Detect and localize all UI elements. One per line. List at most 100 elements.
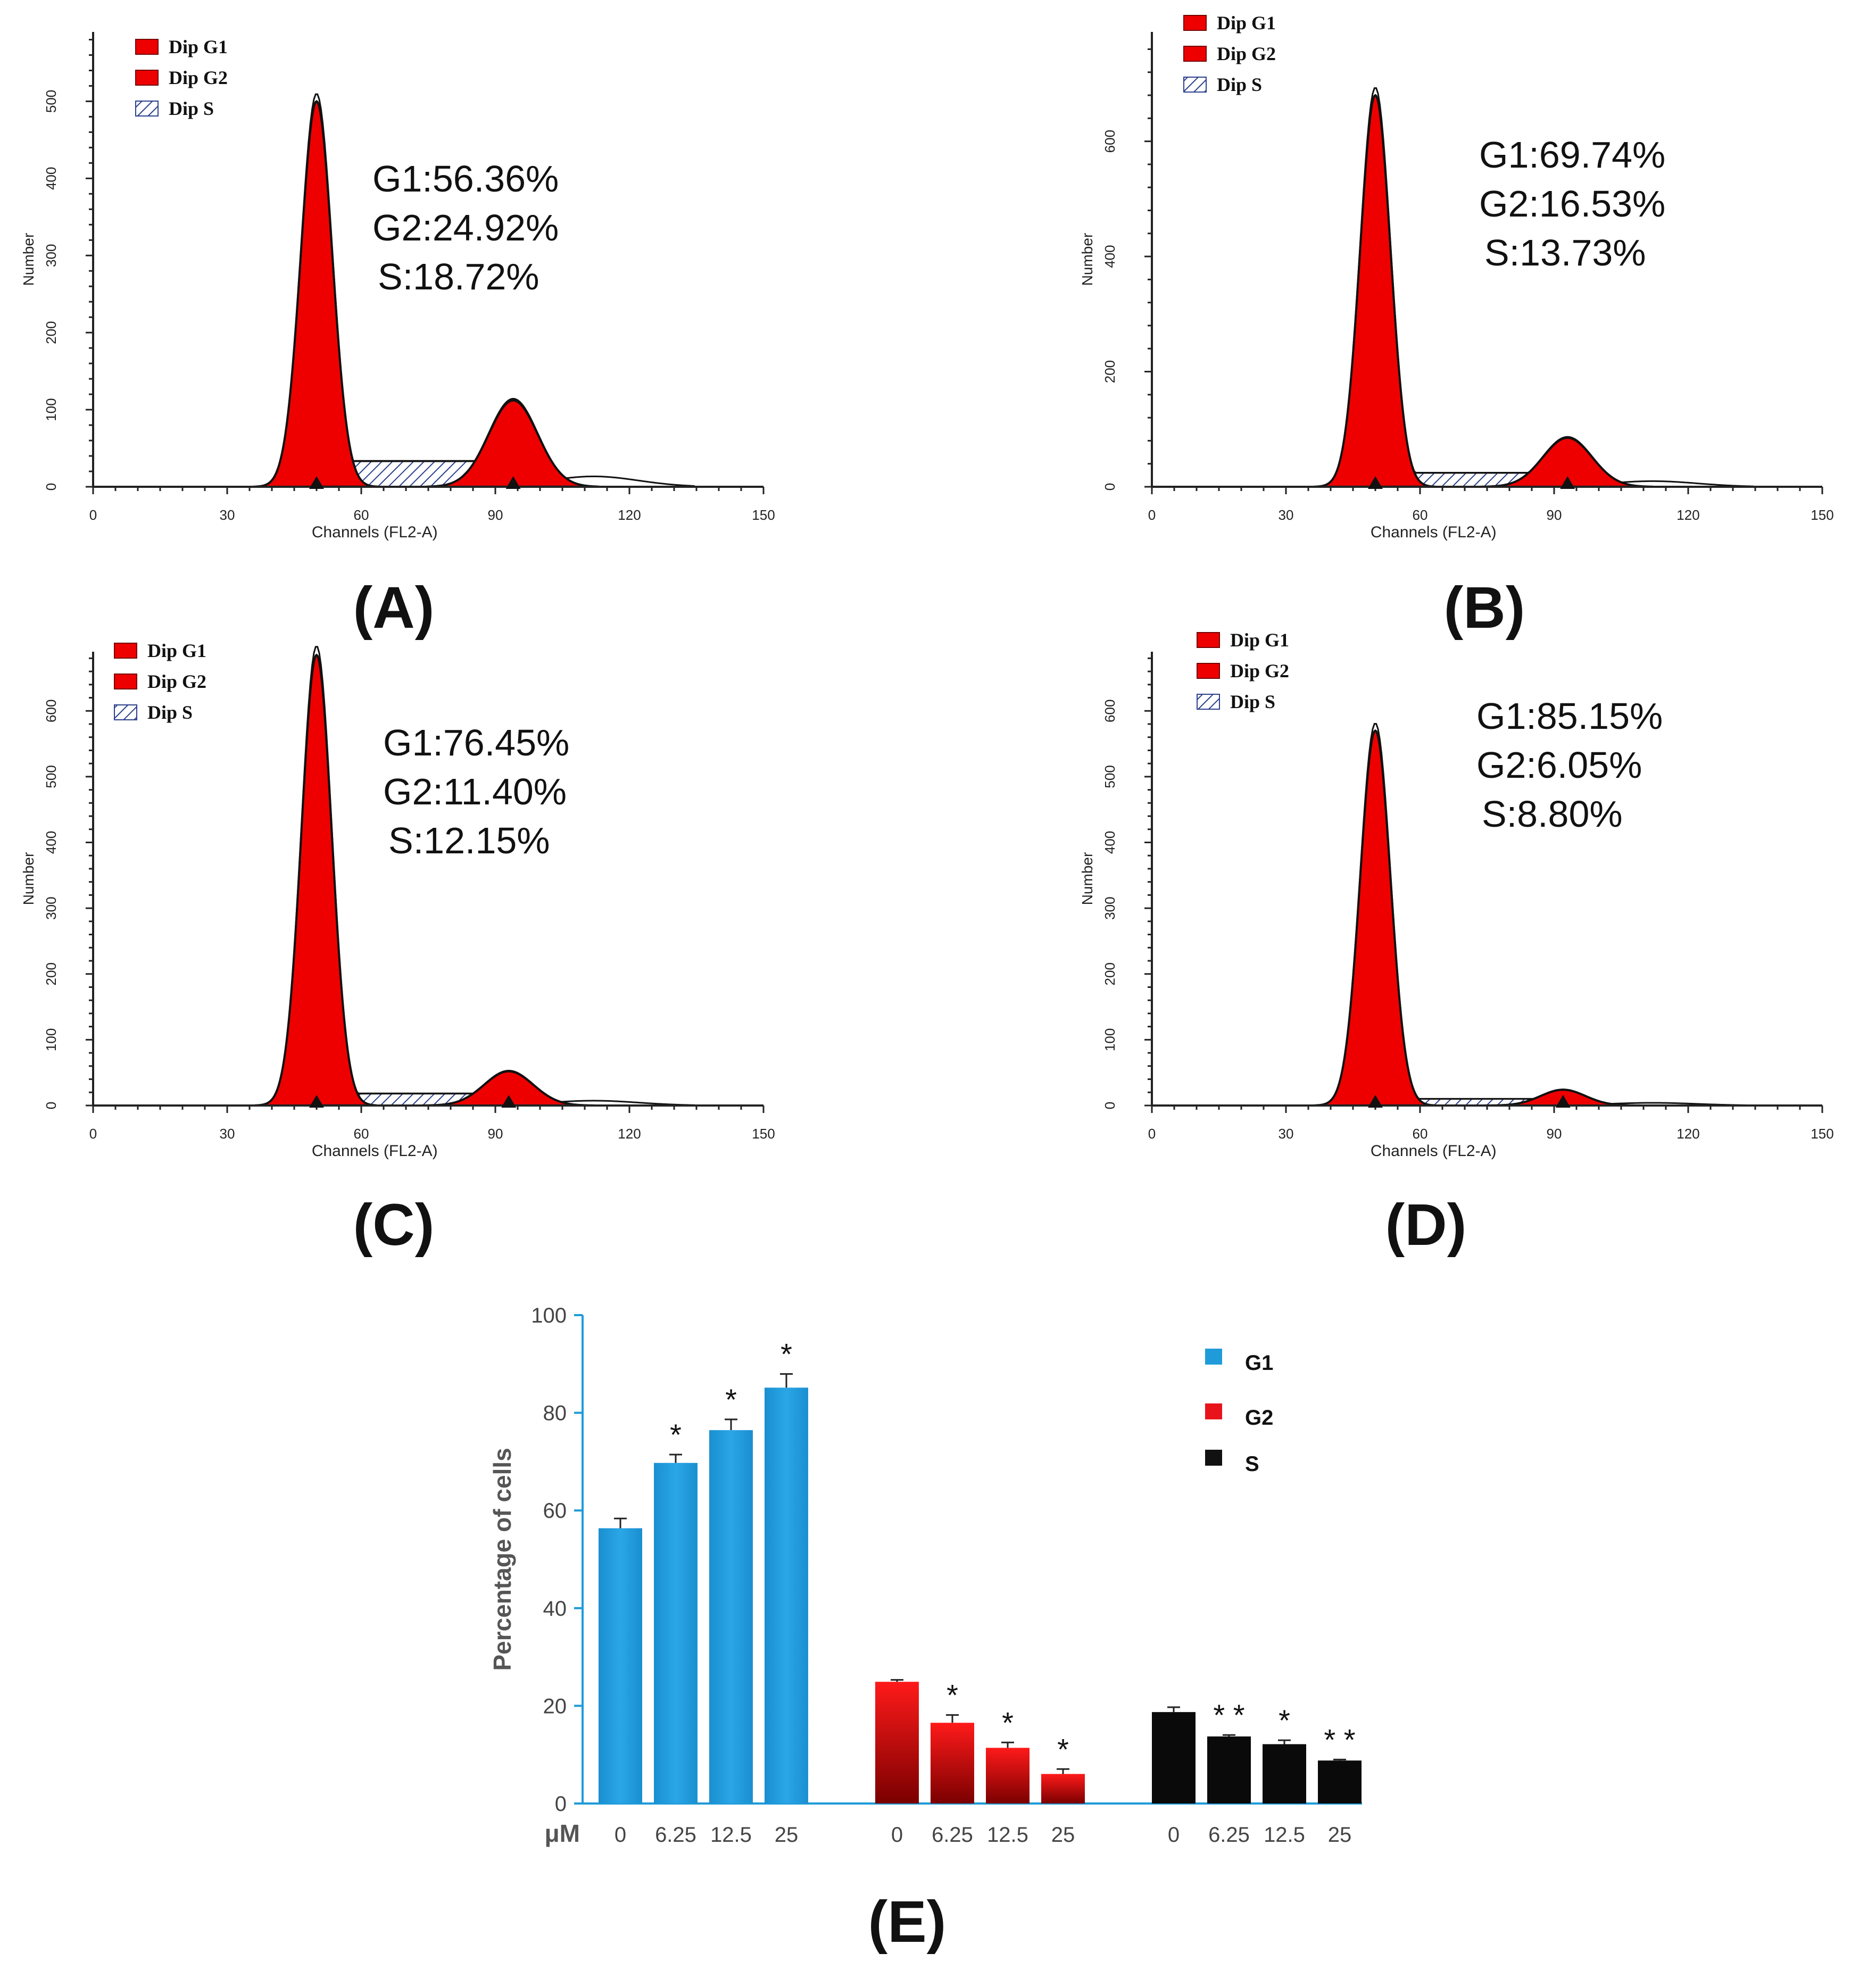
e-y-tick-label: 20 xyxy=(543,1694,567,1718)
phase-percentage-annotation: G1:69.74% xyxy=(1479,134,1665,176)
peak-marker-triangle xyxy=(1555,1095,1571,1108)
legend-label: Dip S xyxy=(169,98,214,119)
e-x-tick-label: 0 xyxy=(615,1823,626,1847)
legend-swatch-red xyxy=(135,39,159,55)
peak-marker-triangle xyxy=(309,1095,324,1108)
g1-peak xyxy=(1313,94,1435,488)
y-tick-label: 0 xyxy=(43,483,59,491)
y-tick-label: 200 xyxy=(1102,962,1118,985)
legend-label: Dip G2 xyxy=(1217,43,1276,64)
legend-label: Dip S xyxy=(147,702,193,723)
histogram-panel-b: 0 30 60 90 120 150 0 200 400 600 Channels (FL2-A) N… xyxy=(1079,12,1834,541)
e-y-tick-label: 0 xyxy=(555,1792,567,1816)
legend-swatch-hatched xyxy=(114,704,137,720)
legend-swatch-hatched xyxy=(135,101,159,117)
e-x-tick-label: 12.5 xyxy=(987,1823,1028,1847)
panel-label-b: (B) xyxy=(1444,575,1525,641)
g2-peak xyxy=(1480,437,1654,488)
y-tick-label: 100 xyxy=(43,398,59,421)
y-tick-label: 200 xyxy=(43,321,59,344)
legend-swatch-red xyxy=(1197,632,1220,648)
panel-label-c: (C) xyxy=(353,1192,435,1258)
phase-percentage-annotation: G2:24.92% xyxy=(372,207,559,248)
histogram-outline xyxy=(1308,723,1754,1107)
significance-star: * * xyxy=(1324,1723,1355,1756)
x-tick-label: 60 xyxy=(354,507,369,523)
e-x-tick-label: 12.5 xyxy=(1264,1823,1305,1847)
y-tick-label: 0 xyxy=(1102,1102,1118,1109)
y-tick-label: 400 xyxy=(43,831,59,854)
y-tick-label: 100 xyxy=(43,1028,59,1051)
e-x-tick-label: 12.5 xyxy=(710,1823,752,1847)
e-y-tick-label: 100 xyxy=(531,1304,567,1327)
e-x-tick-label: 25 xyxy=(1328,1823,1352,1847)
e-y-tick-label: 40 xyxy=(543,1597,567,1620)
e-y-tick-label: 80 xyxy=(543,1402,567,1425)
y-tick-label: 0 xyxy=(43,1102,59,1109)
significance-star: * xyxy=(670,1418,682,1451)
x-tick-label: 30 xyxy=(220,1126,235,1142)
x-axis-label: Channels (FL2-A) xyxy=(312,1142,438,1160)
significance-star: * xyxy=(1002,1706,1014,1739)
e-y-tick-label: 60 xyxy=(543,1499,567,1523)
y-axis-label: Number xyxy=(1079,852,1095,905)
bar-s xyxy=(1152,1712,1196,1804)
legend-swatch-red xyxy=(1197,663,1220,679)
histogram-outline xyxy=(1308,87,1754,488)
e-legend-swatch xyxy=(1205,1450,1222,1466)
histogram-panel-c: 0 30 60 90 120 150 0 100 200 300 400 500 600 Channels… xyxy=(20,640,775,1160)
y-tick-label: 300 xyxy=(43,244,59,267)
legend-label: Dip G1 xyxy=(1230,629,1289,651)
y-tick-label: 400 xyxy=(43,167,59,190)
g1-peak xyxy=(254,653,377,1107)
bar-g2 xyxy=(875,1682,919,1804)
significance-star: * xyxy=(1057,1732,1069,1766)
legend-label: Dip S xyxy=(1230,691,1275,712)
legend-swatch-red xyxy=(1183,46,1207,62)
e-y-axis-label: Percentage of cells xyxy=(488,1448,516,1671)
legend-label: Dip G1 xyxy=(169,36,228,57)
bar-g1 xyxy=(709,1430,753,1804)
panel-label-e: (E) xyxy=(868,1889,947,1955)
y-tick-label: 100 xyxy=(1102,1028,1118,1051)
peak-marker-triangle xyxy=(1368,476,1383,489)
y-axis-label: Number xyxy=(20,233,37,286)
panel-label-a: (A) xyxy=(353,575,435,641)
x-tick-label: 30 xyxy=(1279,1126,1294,1142)
y-tick-label: 400 xyxy=(1102,831,1118,854)
legend-label: Dip G2 xyxy=(1230,660,1289,682)
g1-peak xyxy=(1313,729,1435,1107)
x-tick-label: 150 xyxy=(752,507,775,523)
legend-label: Dip G2 xyxy=(169,67,228,88)
g1-peak xyxy=(253,99,379,488)
y-axis-label: Number xyxy=(20,852,37,905)
significance-star: * xyxy=(725,1383,737,1416)
x-tick-label: 150 xyxy=(1811,507,1833,523)
significance-star: * * xyxy=(1213,1698,1244,1732)
x-axis-label: Channels (FL2-A) xyxy=(1371,1142,1497,1160)
phase-percentage-annotation: G2:6.05% xyxy=(1476,744,1642,786)
histogram-panel-a: 0 30 60 90 120 150 0 100 200 300 400 500 Channels (F… xyxy=(20,32,775,541)
significance-star: * xyxy=(947,1678,958,1712)
y-tick-label: 200 xyxy=(43,962,59,985)
peak-marker-triangle xyxy=(1560,476,1575,489)
x-tick-label: 150 xyxy=(752,1126,775,1142)
phase-percentage-annotation: S:12.15% xyxy=(388,820,550,861)
y-axis-label: Number xyxy=(1079,233,1095,286)
y-tick-label: 600 xyxy=(43,700,59,722)
x-tick-label: 60 xyxy=(354,1126,369,1142)
y-tick-label: 400 xyxy=(1102,245,1118,268)
phase-percentage-annotation: S:13.73% xyxy=(1484,232,1646,273)
panel-label-d: (D) xyxy=(1385,1192,1467,1258)
x-tick-label: 90 xyxy=(488,1126,503,1142)
x-tick-label: 60 xyxy=(1413,507,1428,523)
x-tick-label: 60 xyxy=(1413,1126,1428,1142)
significance-star: * xyxy=(1279,1703,1290,1737)
phase-percentage-annotation: G1:56.36% xyxy=(372,158,559,200)
x-tick-label: 150 xyxy=(1811,1126,1833,1142)
bar-g1 xyxy=(654,1462,698,1804)
e-legend-label: G2 xyxy=(1245,1406,1273,1430)
x-tick-label: 90 xyxy=(1547,507,1562,523)
bar-g1 xyxy=(765,1387,808,1804)
x-tick-label: 0 xyxy=(1148,507,1156,523)
